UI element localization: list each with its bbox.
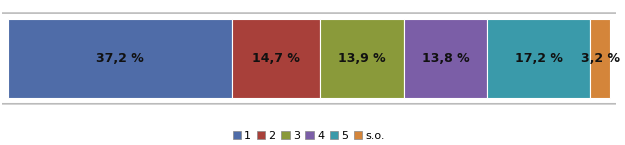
- Bar: [232, 19, 321, 98]
- Bar: [8, 19, 232, 98]
- Bar: [404, 19, 487, 98]
- Text: 14,7 %: 14,7 %: [253, 52, 300, 65]
- Bar: [591, 19, 610, 98]
- Text: 37,2 %: 37,2 %: [96, 52, 144, 65]
- Text: 17,2 %: 17,2 %: [515, 52, 562, 65]
- Text: 3,2 %: 3,2 %: [581, 52, 619, 65]
- Text: 13,9 %: 13,9 %: [338, 52, 386, 65]
- Legend: 1, 2, 3, 4, 5, s.o.: 1, 2, 3, 4, 5, s.o.: [228, 126, 389, 145]
- Bar: [487, 19, 591, 98]
- Bar: [321, 19, 404, 98]
- Text: 13,8 %: 13,8 %: [422, 52, 469, 65]
